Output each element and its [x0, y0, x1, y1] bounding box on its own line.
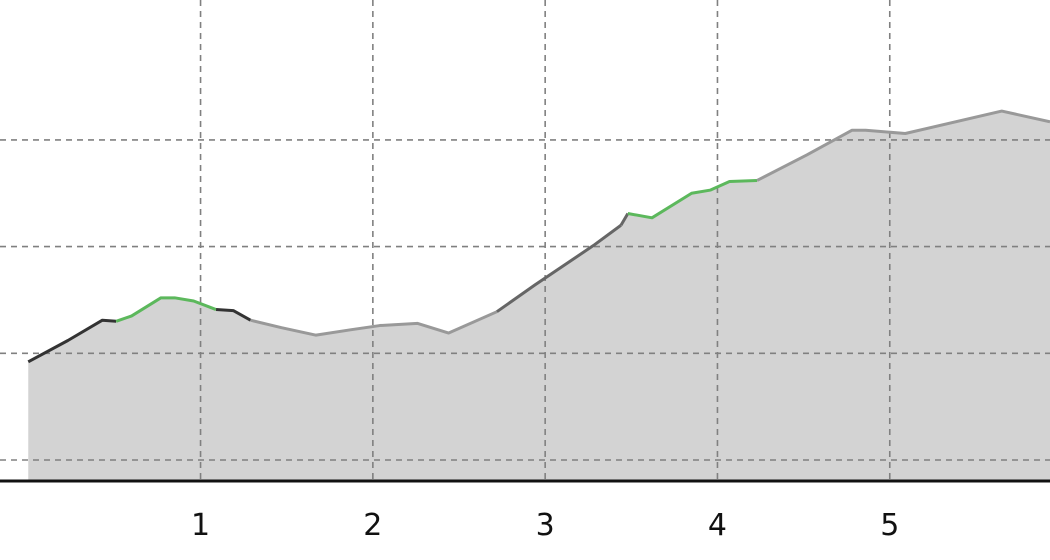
elevation-line-segment	[619, 212, 630, 227]
elevation-line-segment	[115, 296, 217, 323]
elevation-line-segment	[627, 178, 758, 220]
elevation-line-segment	[27, 318, 117, 364]
elevation-line-segment	[250, 310, 498, 337]
elevation-line-segment	[215, 308, 252, 322]
x-tick-label: 3	[536, 508, 555, 543]
elevation-line-segment	[496, 224, 622, 313]
x-tick-label: 4	[708, 508, 727, 543]
x-tick-label: 2	[363, 508, 382, 543]
elevation-area	[28, 111, 1050, 481]
elevation-line-segment	[756, 109, 1050, 182]
x-tick-label: 1	[191, 508, 210, 543]
x-tick-label: 5	[880, 508, 899, 543]
